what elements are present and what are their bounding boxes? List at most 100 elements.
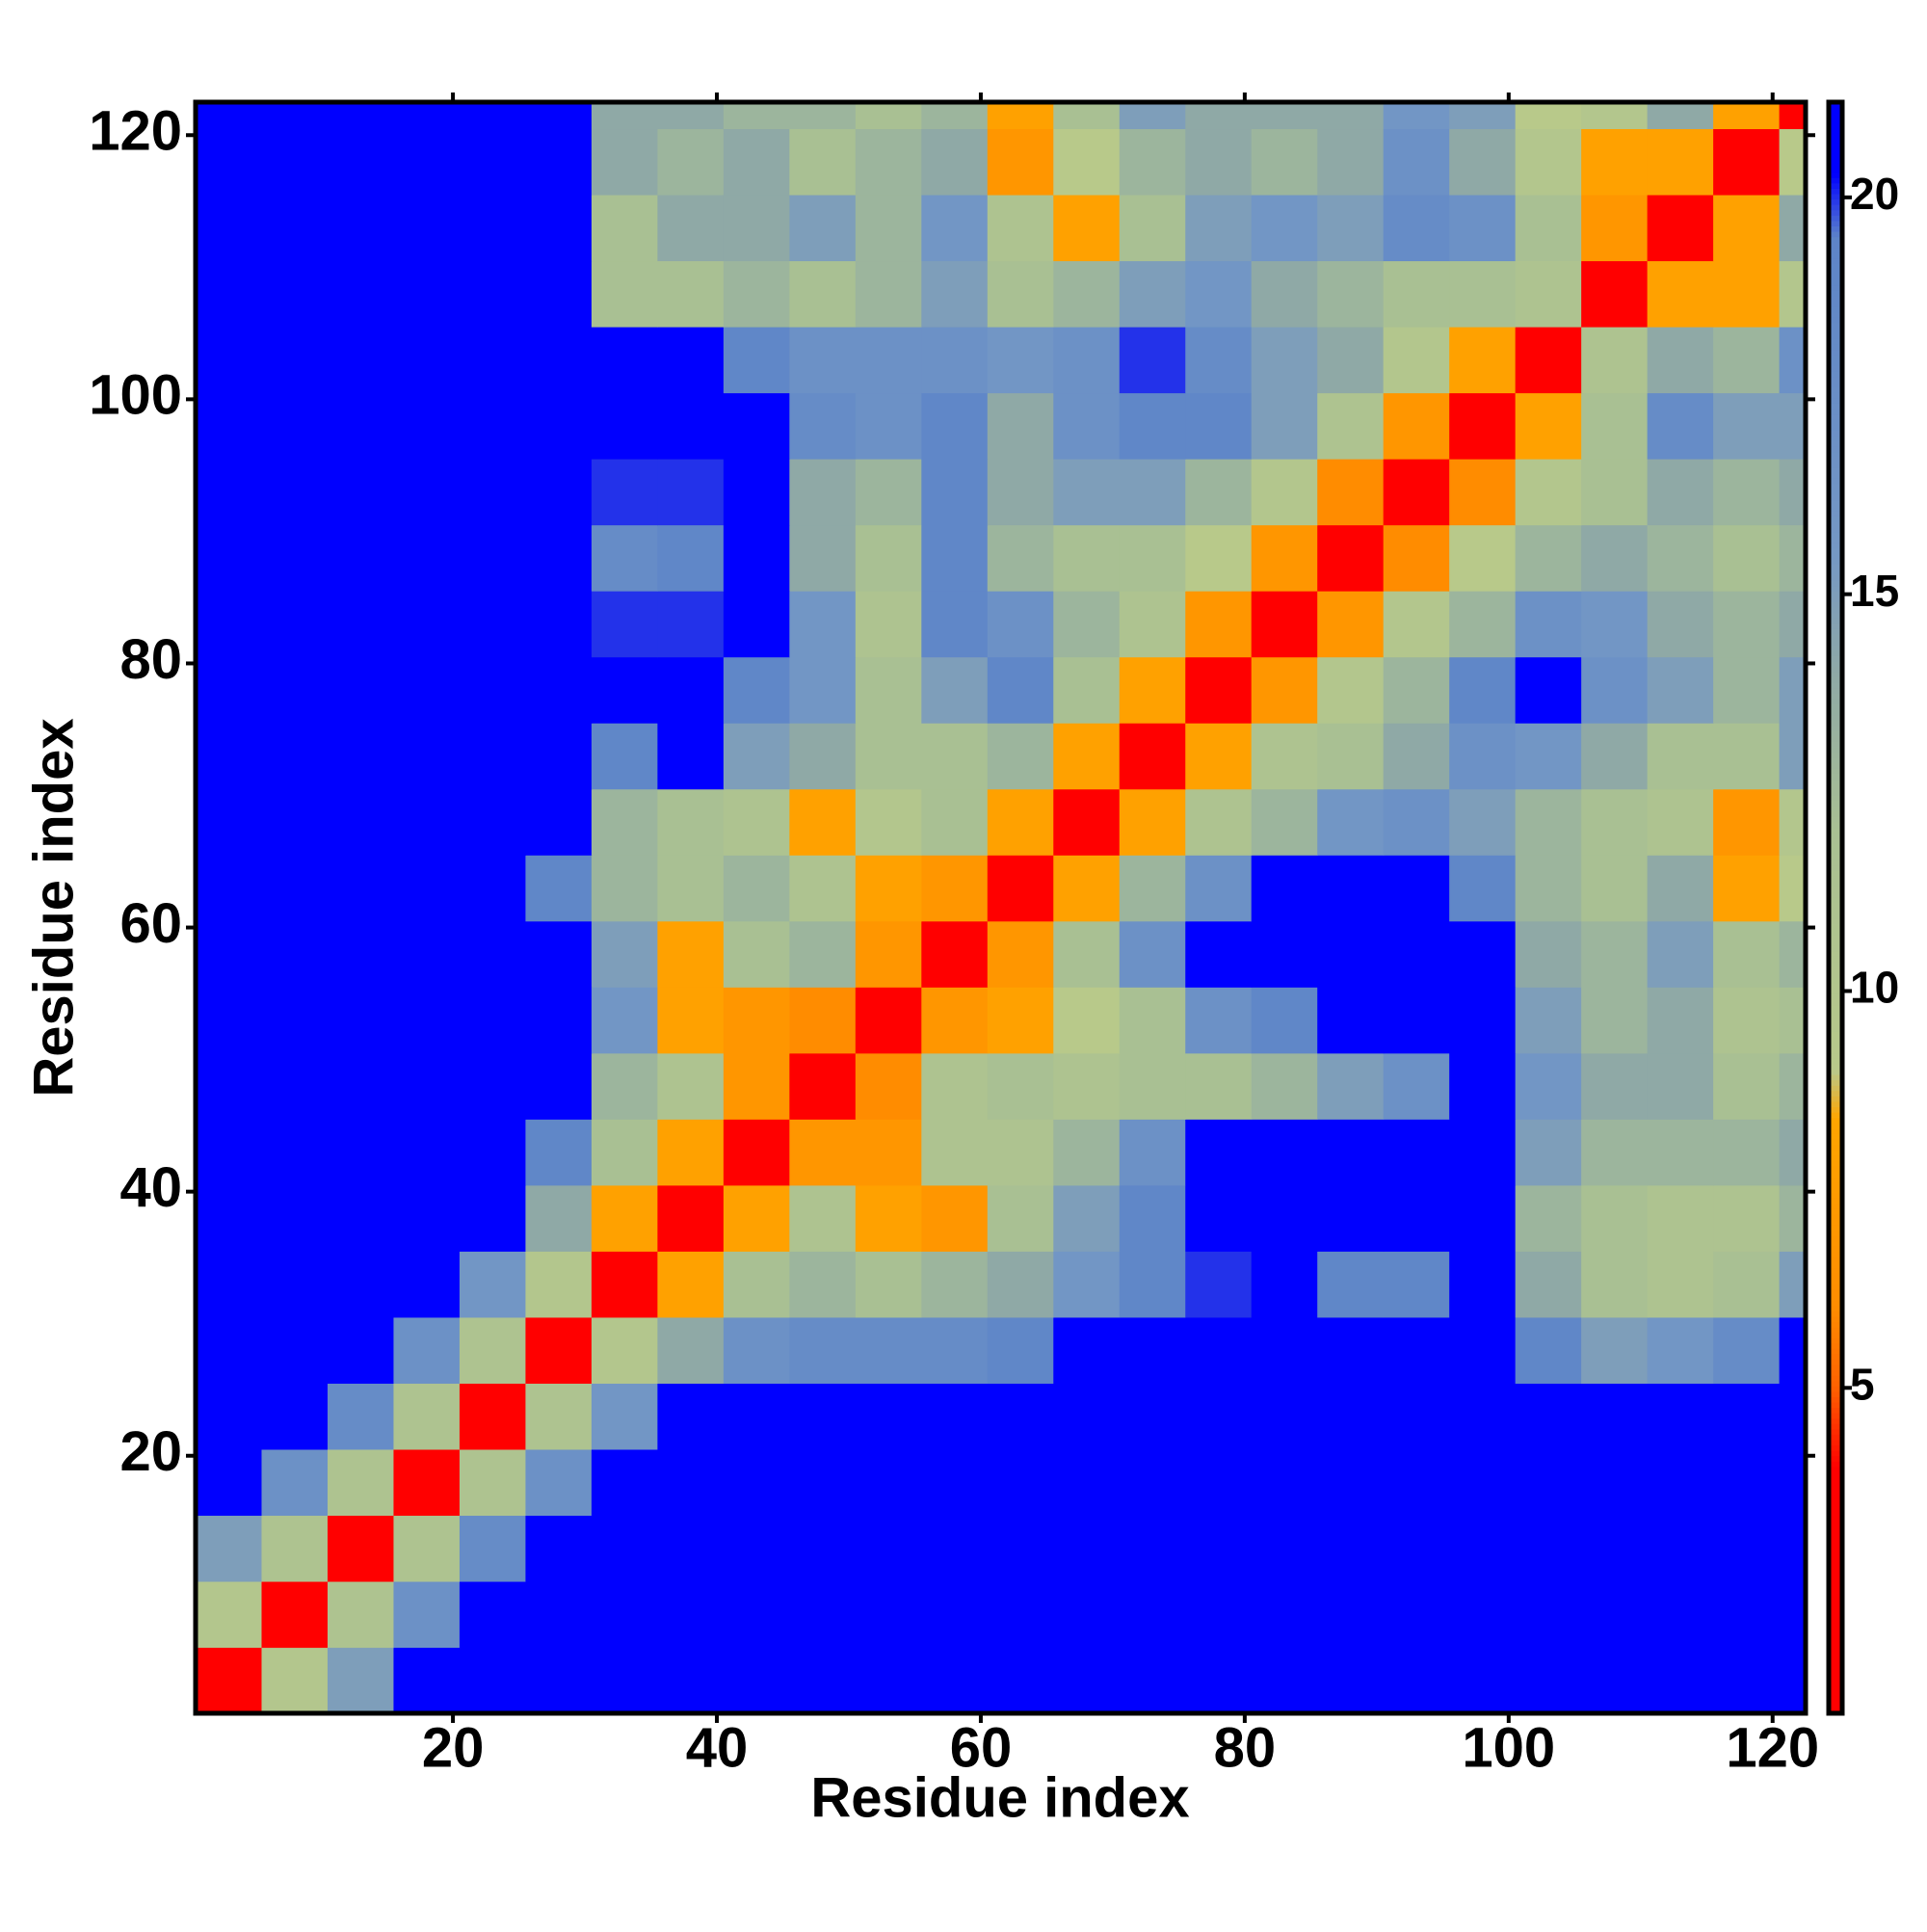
- heatmap-cell: [327, 524, 395, 592]
- heatmap-cell: [393, 260, 461, 328]
- heatmap-cell: [1317, 1184, 1385, 1252]
- heatmap-cell: [657, 459, 725, 526]
- heatmap-cell: [1449, 1251, 1517, 1318]
- heatmap-cell: [1515, 1448, 1582, 1517]
- colorbar-slice: [1829, 1632, 1842, 1639]
- heatmap-cell: [591, 920, 658, 988]
- heatmap-cell: [591, 128, 658, 196]
- heatmap-cell: [459, 326, 527, 394]
- colorbar-slice: [1829, 1369, 1842, 1376]
- heatmap-cell: [723, 1448, 790, 1517]
- heatmap-cell: [1449, 591, 1517, 658]
- heatmap-cell: [196, 987, 263, 1054]
- heatmap-cell: [1581, 1647, 1649, 1714]
- heatmap-cell: [525, 1184, 593, 1252]
- colorbar-slice: [1829, 789, 1842, 796]
- heatmap-cell: [1053, 1052, 1121, 1120]
- colorbar-slice: [1829, 1079, 1842, 1086]
- heatmap-cell: [459, 1052, 527, 1120]
- colorbar-slice: [1829, 1547, 1842, 1553]
- colorbar-slice: [1829, 1257, 1842, 1263]
- colorbar-slice: [1829, 988, 1842, 994]
- heatmap-cell: [525, 1647, 593, 1714]
- colorbar-slice: [1829, 1476, 1842, 1484]
- heatmap-cell: [1713, 656, 1781, 724]
- y-tick-label: 100: [89, 364, 182, 427]
- heatmap-cell: [393, 1184, 461, 1252]
- heatmap-cell: [1449, 1316, 1517, 1384]
- heatmap-cell: [921, 788, 989, 856]
- heatmap-cell: [1317, 723, 1385, 790]
- colorbar-slice: [1829, 1288, 1842, 1296]
- heatmap-cell: [723, 591, 790, 658]
- colorbar-slice: [1829, 1524, 1842, 1532]
- heatmap-cell: [657, 102, 725, 130]
- colorbar-slice: [1829, 558, 1842, 566]
- colorbar-slice: [1829, 531, 1842, 539]
- heatmap-cell: [591, 392, 658, 460]
- heatmap-cell: [1647, 1251, 1714, 1318]
- colorbar-slice: [1829, 290, 1842, 297]
- heatmap-cell: [1515, 1647, 1582, 1714]
- colorbar-slice: [1829, 762, 1842, 769]
- colorbar-slice: [1829, 1600, 1842, 1607]
- heatmap-cell: [1647, 1515, 1714, 1582]
- colorbar-slice: [1829, 1363, 1842, 1371]
- heatmap-cell: [921, 920, 989, 988]
- heatmap-cell: [327, 1119, 395, 1186]
- heatmap-cell: [657, 855, 725, 922]
- heatmap-cell: [1383, 128, 1450, 196]
- colorbar-slice: [1829, 113, 1842, 119]
- heatmap-cell: [1119, 723, 1186, 790]
- heatmap-cell: [591, 591, 658, 658]
- heatmap-cell: [1251, 194, 1318, 262]
- heatmap-cell: [1647, 920, 1714, 988]
- heatmap-cell: [1185, 1052, 1253, 1120]
- heatmap-cell: [459, 260, 527, 328]
- colorbar-slice: [1829, 381, 1842, 388]
- heatmap-cell: [393, 1052, 461, 1120]
- heatmap-cell: [1647, 459, 1714, 526]
- heatmap-cell: [261, 656, 329, 724]
- heatmap-cell: [1251, 260, 1318, 328]
- colorbar-slice: [1829, 886, 1842, 893]
- heatmap-cell: [1185, 102, 1253, 130]
- heatmap-cell: [261, 524, 329, 592]
- heatmap-cell: [1317, 392, 1385, 460]
- colorbar-slice: [1829, 1015, 1842, 1021]
- colorbar-slice: [1829, 1326, 1842, 1334]
- heatmap-cell: [1383, 392, 1450, 460]
- heatmap-cell: [261, 788, 329, 856]
- colorbar-slice: [1829, 1407, 1842, 1414]
- colorbar-slice: [1829, 681, 1842, 689]
- heatmap-cell: [723, 1515, 790, 1582]
- heatmap-cell: [1185, 1580, 1253, 1649]
- colorbar-slice: [1829, 1423, 1842, 1430]
- heatmap-cell: [525, 459, 593, 526]
- colorbar-slice: [1829, 493, 1842, 501]
- heatmap-cell: [393, 591, 461, 658]
- heatmap-cell: [525, 524, 593, 592]
- colorbar-slice: [1829, 510, 1842, 516]
- heatmap-cell: [1383, 326, 1450, 394]
- heatmap-cell: [1053, 392, 1121, 460]
- heatmap-cell: [196, 102, 263, 130]
- colorbar-slice: [1829, 391, 1842, 399]
- heatmap-cell: [525, 788, 593, 856]
- colorbar-slice: [1829, 622, 1842, 629]
- colorbar-slice: [1829, 472, 1842, 479]
- heatmap-cell: [1581, 102, 1649, 130]
- heatmap-cell: [1053, 656, 1121, 724]
- heatmap-cell: [327, 1580, 395, 1649]
- heatmap-cell: [657, 194, 725, 262]
- heatmap-cell: [1119, 194, 1186, 262]
- heatmap-cell: [1251, 1448, 1318, 1517]
- colorbar-slice: [1829, 547, 1842, 554]
- heatmap-cell: [1713, 1580, 1781, 1649]
- heatmap-cell: [459, 524, 527, 592]
- colorbar-slice: [1829, 483, 1842, 490]
- colorbar-slice: [1829, 1536, 1842, 1543]
- heatmap-cell: [261, 326, 329, 394]
- heatmap-cell: [1581, 459, 1649, 526]
